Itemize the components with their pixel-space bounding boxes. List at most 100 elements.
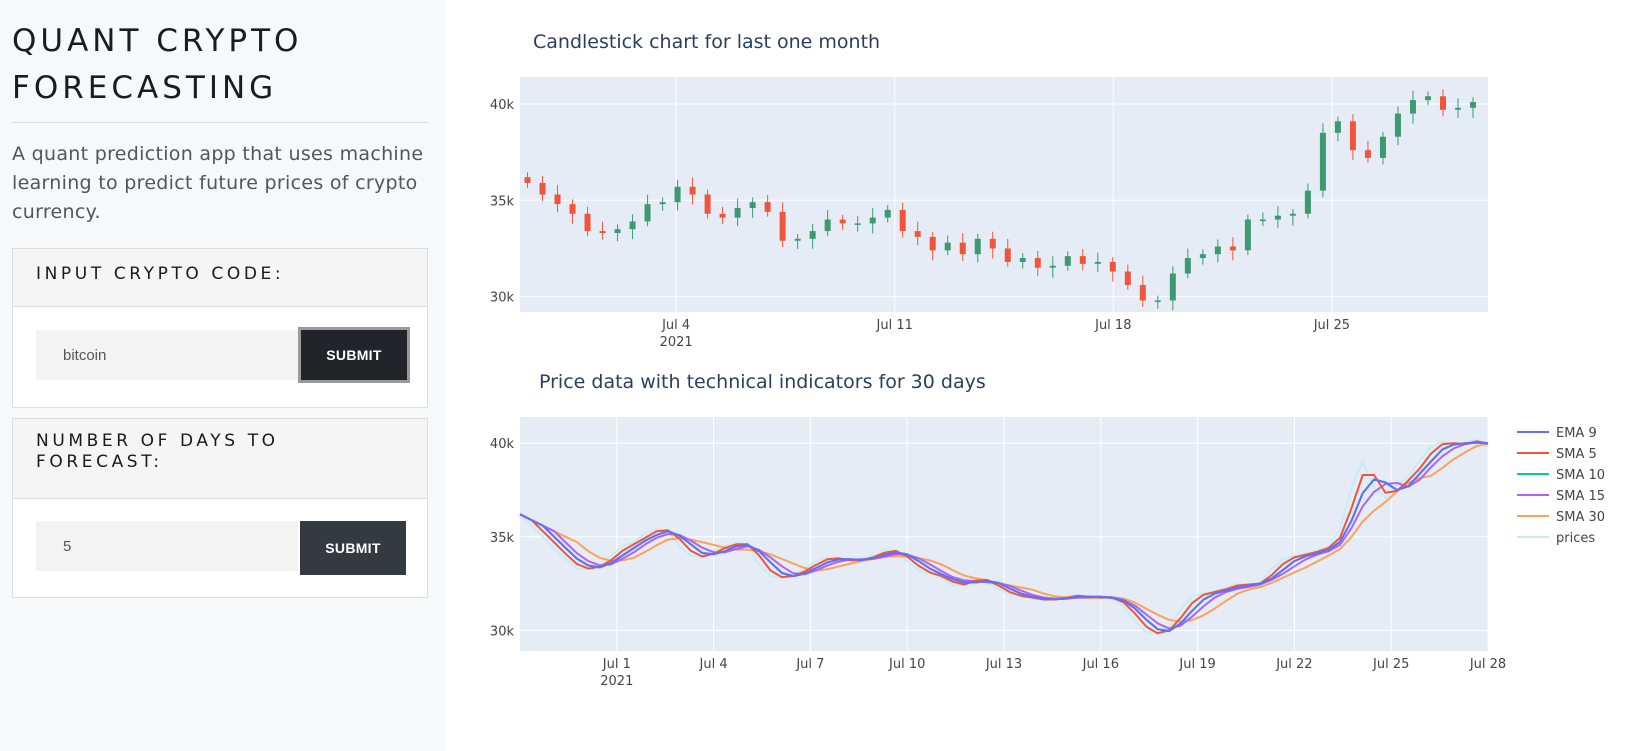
candle-up[interactable] <box>1094 261 1101 264</box>
candle-down[interactable] <box>929 236 936 251</box>
candle-up[interactable] <box>1274 215 1281 220</box>
indicators-lines[interactable] <box>519 438 1489 636</box>
candle-down[interactable] <box>719 213 726 218</box>
candle-up[interactable] <box>734 207 741 218</box>
candlestick-plot[interactable]: 30k 35k 40k Jul 4 2021 Jul 11 Jul 18 Jul 25 <box>490 77 1488 350</box>
candle-up[interactable] <box>974 238 981 255</box>
candle-up[interactable] <box>1469 102 1476 108</box>
crypto-code-header: INPUT CRYPTO CODE: <box>13 249 427 307</box>
candle-down[interactable] <box>1229 246 1236 251</box>
candle-up[interactable] <box>629 221 636 230</box>
candlestick-ticks: 30k 35k 40k Jul 4 2021 Jul 11 Jul 18 Jul 25 <box>490 98 1350 350</box>
candle-up[interactable] <box>1199 254 1206 259</box>
legend-item-label[interactable]: SMA 5 <box>1556 447 1597 462</box>
legend-item-label[interactable]: prices <box>1556 531 1595 546</box>
candle-up[interactable] <box>854 223 861 225</box>
candle-up[interactable] <box>1334 121 1341 133</box>
candle-down[interactable] <box>704 194 711 214</box>
candlestick-candles[interactable] <box>524 89 1476 311</box>
legend-item-label[interactable]: SMA 15 <box>1556 489 1605 504</box>
candle-up[interactable] <box>1184 258 1191 274</box>
candle-down[interactable] <box>1079 256 1086 264</box>
legend-item-label[interactable]: SMA 10 <box>1556 468 1605 483</box>
candle-up[interactable] <box>824 219 831 232</box>
1-ytick-label: 30k <box>490 624 515 639</box>
candle-up[interactable] <box>1379 136 1386 158</box>
candle-down[interactable] <box>1124 271 1131 286</box>
0-xtick-year: 2021 <box>660 335 693 350</box>
candle-down[interactable] <box>959 242 966 255</box>
candle-up[interactable] <box>1394 113 1401 137</box>
candle-down[interactable] <box>1004 248 1011 262</box>
crypto-submit-button[interactable]: SUBMIT <box>298 327 410 383</box>
candle-up[interactable] <box>1319 132 1326 191</box>
0-xtick-label: Jul 18 <box>1094 318 1131 333</box>
candle-up[interactable] <box>1304 190 1311 214</box>
candle-up[interactable] <box>1409 100 1416 114</box>
series-sma-5-line[interactable] <box>519 440 1489 635</box>
candle-down[interactable] <box>689 186 696 195</box>
candle-down[interactable] <box>1109 261 1116 272</box>
1-xtick-label: Jul 28 <box>1469 657 1506 672</box>
candle-up[interactable] <box>1169 273 1176 301</box>
0-ytick-label: 40k <box>490 98 515 113</box>
candle-up[interactable] <box>1019 258 1026 262</box>
candle-up[interactable] <box>1289 213 1296 216</box>
candle-up[interactable] <box>794 238 801 241</box>
forecast-days-input[interactable] <box>36 521 298 571</box>
indicators-legend[interactable]: EMA 9 SMA 5 SMA 10 SMA 15 SMA 30 prices <box>1517 426 1605 546</box>
candle-up[interactable] <box>1244 219 1251 251</box>
1-xtick-label: Jul 19 <box>1178 657 1215 672</box>
crypto-code-card: INPUT CRYPTO CODE: SUBMIT <box>12 248 428 408</box>
candle-up[interactable] <box>614 229 621 234</box>
candlestick-chart-title: Candlestick chart for last one month <box>533 31 880 53</box>
candle-down[interactable] <box>764 202 771 212</box>
days-submit-button[interactable]: SUBMIT <box>300 521 406 575</box>
candle-down[interactable] <box>1139 285 1146 301</box>
sidebar: QUANT CRYPTO FORECASTING A quant predict… <box>0 0 446 751</box>
candle-up[interactable] <box>1259 219 1266 222</box>
candle-down[interactable] <box>1349 121 1356 151</box>
candle-down[interactable] <box>1364 150 1371 158</box>
0-ytick-label: 30k <box>490 291 515 306</box>
candle-down[interactable] <box>839 219 846 224</box>
forecast-days-card: NUMBER OF DAYS TO FORECAST: SUBMIT <box>12 418 428 598</box>
legend-item-label[interactable]: SMA 30 <box>1556 510 1605 525</box>
candle-up[interactable] <box>644 204 651 222</box>
candle-down[interactable] <box>599 231 606 234</box>
candle-up[interactable] <box>944 242 951 251</box>
candle-down[interactable] <box>1439 96 1446 110</box>
legend-item-label[interactable]: EMA 9 <box>1556 426 1597 441</box>
1-xtick-label: Jul 16 <box>1082 657 1119 672</box>
series-prices-line[interactable] <box>519 438 1489 636</box>
1-xtick-label: Jul 7 <box>795 657 824 672</box>
1-xtick-label: Jul 13 <box>985 657 1022 672</box>
candle-down[interactable] <box>899 209 906 232</box>
candle-down[interactable] <box>989 238 996 249</box>
title-divider <box>12 122 428 123</box>
candle-down[interactable] <box>914 231 921 237</box>
candle-up[interactable] <box>1049 265 1056 268</box>
indicators-plot[interactable]: 30k 35k 40k Jul 1 2021 Jul 4 Jul 7 Jul 10 Jul 13… <box>490 417 1506 689</box>
candle-up[interactable] <box>749 202 756 208</box>
candle-down[interactable] <box>569 204 576 214</box>
candle-up[interactable] <box>869 217 876 224</box>
1-xtick-year: 2021 <box>600 674 633 689</box>
candle-down[interactable] <box>524 177 531 183</box>
series-ema-9-line[interactable] <box>519 441 1489 632</box>
candle-down[interactable] <box>779 211 786 241</box>
candle-up[interactable] <box>1454 107 1461 110</box>
candle-up[interactable] <box>1214 246 1221 255</box>
candle-down[interactable] <box>1034 258 1041 268</box>
candle-up[interactable] <box>1424 96 1431 101</box>
candle-down[interactable] <box>554 194 561 205</box>
crypto-code-input[interactable] <box>36 330 298 380</box>
candle-down[interactable] <box>539 182 546 195</box>
candle-up[interactable] <box>809 231 816 239</box>
candle-up[interactable] <box>884 209 891 218</box>
candle-up[interactable] <box>1154 300 1161 302</box>
candle-up[interactable] <box>1064 256 1071 266</box>
candle-up[interactable] <box>659 202 666 205</box>
candle-down[interactable] <box>584 213 591 232</box>
candle-up[interactable] <box>674 186 681 203</box>
